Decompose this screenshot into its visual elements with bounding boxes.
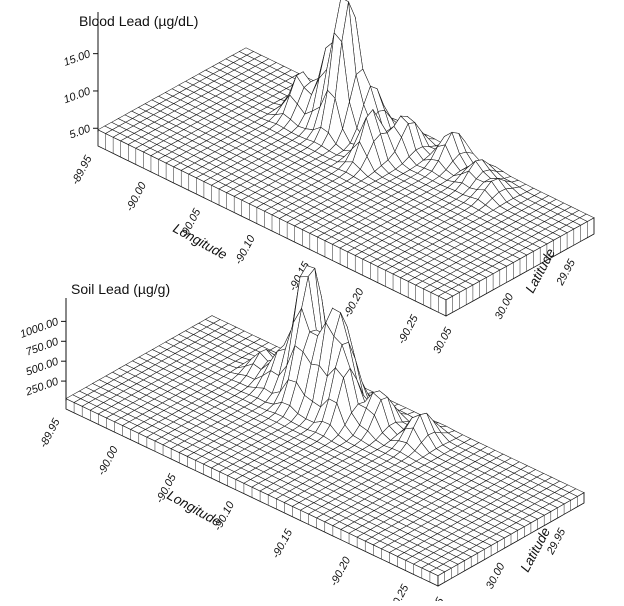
latitude-tick-label: 30.00: [493, 291, 517, 322]
blood-lead-longitude-label: Longitude: [171, 221, 230, 263]
longitude-tick-label: -89.95: [69, 153, 95, 187]
surface-cell: [429, 567, 446, 576]
longitude-tick-label: -90.20: [341, 286, 367, 320]
z-tick-label: 15.00: [62, 48, 93, 69]
longitude-tick-label: -90.00: [96, 444, 122, 478]
latitude-tick-label: 30.05: [431, 325, 455, 356]
longitude-tick-label: -90.25: [386, 582, 412, 601]
longitude-tick-label: -89.95: [37, 416, 63, 450]
latitude-tick-label: 30.05: [423, 595, 447, 601]
longitude-tick-label: -90.25: [396, 312, 422, 346]
soil-lead-surface: [65, 265, 585, 587]
longitude-tick-label: -90.20: [328, 554, 354, 588]
surface-cell: [437, 291, 454, 301]
blood-lead-z-ticks: 5.00 10.00 15.00: [62, 48, 98, 142]
z-tick-label: 5.00: [68, 123, 93, 142]
longitude-tick-label: -90.00: [124, 180, 150, 214]
soil-lead-longitude-label: Longitude: [165, 488, 224, 530]
longitude-tick-label: -90.10: [233, 233, 259, 267]
z-tick-label: 10.00: [62, 85, 93, 106]
soil-lead-plot: Soil Lead (µg/g) 250.00500.00750.001000.…: [19, 265, 585, 606]
blood-lead-z-title: Blood Lead (µg/dL): [79, 13, 198, 29]
latitude-tick-label: 30.00: [484, 560, 508, 591]
blood-lead-surface: [97, 0, 595, 317]
longitude-tick-label: -90.15: [270, 527, 296, 561]
latitude-tick-label: 29.95: [554, 257, 578, 289]
blood-lead-plot: Blood Lead (µg/dL) 5.00 10.00 15.00 -89.95…: [62, 0, 595, 356]
soil-lead-z-title: Soil Lead (µg/g): [71, 281, 170, 297]
z-tick-label: 250.00: [23, 375, 60, 398]
